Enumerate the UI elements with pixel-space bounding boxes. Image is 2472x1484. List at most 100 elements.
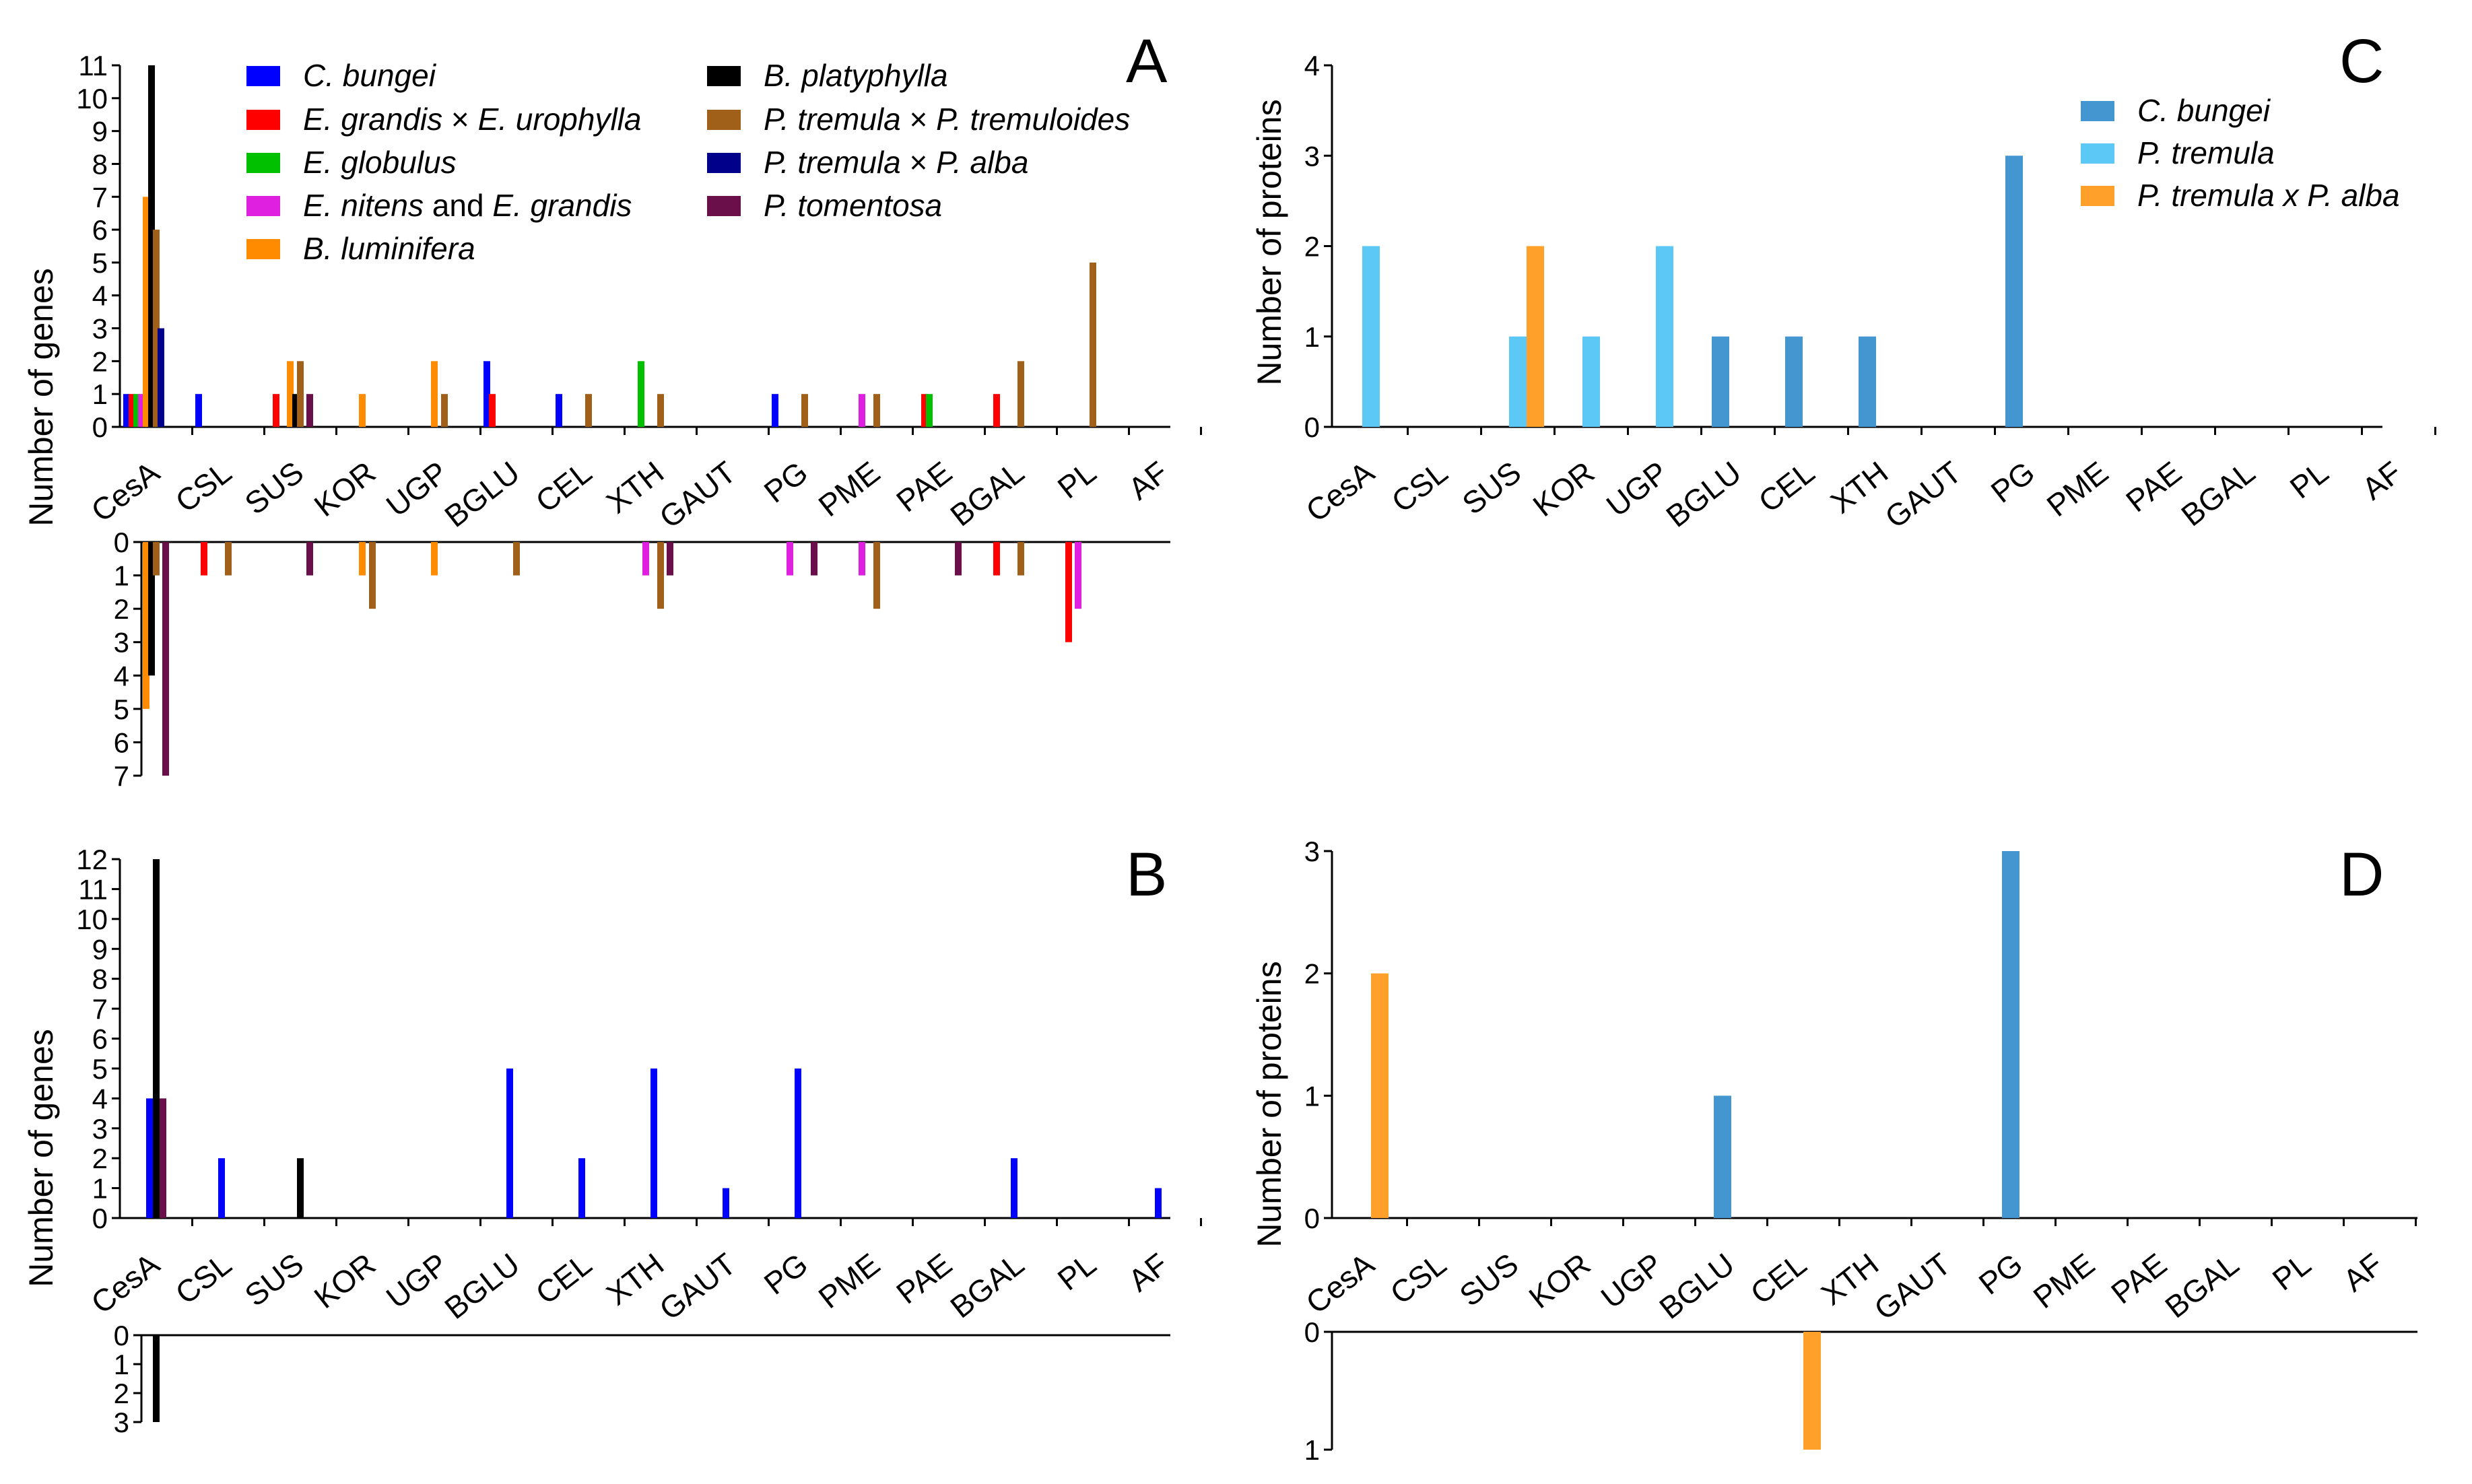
panel-a-category-label-sus: SUS	[238, 454, 310, 521]
panel-c-category-label-csl: CSL	[1385, 454, 1455, 519]
panel-a-legend-text-part: ×	[901, 102, 936, 137]
panel-a-down-bar-p-tremula-p-tremuloides-kor	[369, 542, 376, 609]
panel-d-bar-c-bungei-pg	[2002, 851, 2019, 1218]
panel-a-down-bar-p-tremula-p-tremuloides-bgal	[1017, 542, 1024, 576]
panel-d-category-label-cesa: CesA	[1300, 1246, 1381, 1320]
panel-c-y-tick-label: 0	[1304, 411, 1320, 443]
panel-c-letter: C	[2339, 27, 2384, 96]
panel-b-y-tick-label: 6	[92, 1023, 108, 1055]
panel-a-bar-e-grandis-e-urophylla-pae	[921, 394, 928, 427]
panel-c-legend-swatch-p-tremula	[2081, 143, 2114, 164]
panel-c-category-label-bgal: BGAL	[2174, 454, 2261, 533]
panel-d-category-label-cel: CEL	[1744, 1246, 1813, 1311]
panel-c-legend-swatch-p-tremula-x-p-alba	[2081, 186, 2114, 206]
panel-b-y-tick-label: 11	[78, 873, 108, 905]
panel-a-legend-swatch-p-tremula-p-alba	[707, 153, 741, 173]
panel-a-y-tick-label: 9	[92, 116, 108, 147]
panel-c-y-tick-label: 4	[1304, 50, 1320, 81]
panel-a-letter: A	[1126, 27, 1168, 96]
panel-a-legend-label-p-tomentosa: P. tomentosa	[764, 188, 942, 223]
panel-a-bar-c-bungei-cel	[556, 394, 562, 427]
panel-c-bar-p-tremula-sus	[1509, 336, 1527, 427]
panel-a-category-label-csl: CSL	[169, 454, 238, 519]
panel-a-category-label-pg: PG	[758, 454, 814, 510]
panel-a-legend-label-e-globulus: E. globulus	[303, 145, 457, 180]
panel-b-letter: B	[1126, 840, 1167, 909]
panel-a-legend-text-part: E. grandis	[492, 188, 632, 223]
panel-b-category-label-af: AF	[1122, 1246, 1174, 1298]
panel-b-category-label-pme: PME	[812, 1246, 887, 1315]
panel-a-bar-p-tremula-p-tremuloides-ugp	[441, 394, 448, 427]
panel-d-y-axis-label: Number of proteins	[1250, 961, 1288, 1247]
panel-a-down-bar-e-grandis-e-urophylla-bgal	[993, 542, 1000, 576]
panel-b-bar-p-tomentosa-cesa	[160, 1098, 166, 1218]
panel-a-legend-swatch-b-luminifera	[246, 239, 280, 259]
panel-a-down-bar-e-grandis-e-urophylla-pl	[1065, 542, 1072, 642]
panel-a-y-tick-label: 8	[92, 148, 108, 180]
panel-c-bar-p-tremula-cesa	[1362, 246, 1380, 427]
panel-a-y-axis-label: Number of genes	[22, 268, 60, 527]
panel-a-y-tick-label: 2	[114, 593, 129, 625]
panel-a-legend-swatch-p-tremula-p-tremuloides	[707, 110, 741, 130]
panel-d-category-label-kor: KOR	[1523, 1246, 1597, 1315]
panel-b-bar-c-bungei-pg	[795, 1068, 801, 1218]
panel-b-y-tick-label: 12	[76, 844, 108, 875]
panel-a-y-tick-label: 3	[114, 627, 129, 659]
panel-a-y-tick-label: 2	[92, 345, 108, 377]
panel-a-category-label-cesa: CesA	[85, 454, 166, 529]
panel-a-y-tick-label: 6	[92, 214, 108, 246]
panel-a-legend-label-e-nitens-and-e-grandis: E. nitens and E. grandis	[303, 188, 632, 223]
panel-a-legend-swatch-p-tomentosa	[707, 196, 741, 216]
panel-c-category-label-kor: KOR	[1527, 454, 1601, 523]
panel-b-bar-c-bungei-bgal	[1011, 1158, 1017, 1218]
panel-b-category-label-gaut: GAUT	[653, 1246, 742, 1327]
panel-a-bar-b-platyphylla-sus	[292, 394, 299, 427]
panel-a-y-tick-label: 11	[78, 50, 108, 81]
panel-d-category-label-bgal: BGAL	[2158, 1246, 2245, 1325]
panel-a-down-bar-p-tremula-p-tremuloides-xth	[657, 542, 664, 609]
panel-b-category-label-bglu: BGLU	[438, 1246, 526, 1326]
panel-a-legend-text-part: E. nitens	[303, 188, 424, 223]
panel-c-legend-label-p-tremula-x-p-alba: P. tremula x P. alba	[2137, 178, 2400, 213]
panel-d-category-label-csl: CSL	[1384, 1246, 1453, 1311]
panel-a-legend-label-p-tremula-p-tremuloides: P. tremula × P. tremuloides	[764, 102, 1130, 137]
panel-a-legend-label-b-luminifera: B. luminifera	[303, 231, 475, 266]
panel-c-category-label-pg: PG	[1984, 454, 2041, 510]
panel-d-category-label-gaut: GAUT	[1867, 1246, 1957, 1327]
panel-c-category-label-cesa: CesA	[1300, 454, 1381, 529]
panel-c-bar-c-bungei-pg	[2005, 156, 2023, 427]
panel-b-bar-b-platyphylla-cesa	[153, 859, 160, 1218]
panel-c-bar-c-bungei-cel	[1785, 336, 1803, 427]
panel-a-legend-label-p-tremula-p-alba: P. tremula × P. alba	[764, 145, 1028, 180]
panel-d-category-label-bglu: BGLU	[1652, 1246, 1741, 1326]
panel-b-category-label-pl: PL	[1051, 1246, 1102, 1297]
panel-a-bar-b-platyphylla-cesa	[148, 65, 155, 427]
panel-b-y-tick-label: 5	[92, 1053, 108, 1085]
panel-a-bar-e-grandis-e-urophylla-bgal	[993, 394, 1000, 427]
panel-a-category-label-pme: PME	[812, 454, 887, 523]
panel-d-down-bar-p-tremula-x-p-alba-cel	[1803, 1332, 1821, 1450]
panel-a-legend-text-part: E. grandis	[303, 102, 442, 137]
panel-a-down-bar-b-luminifera-ugp	[431, 542, 438, 576]
panel-c-category-label-af: AF	[2356, 454, 2408, 506]
panel-a-bar-c-bungei-csl	[195, 394, 202, 427]
panel-a-bar-p-tomentosa-sus	[306, 394, 313, 427]
panel-a-down-bar-e-nitens-and-e-grandis-pme	[859, 542, 865, 576]
panel-a-legend-text-part: P. alba	[936, 145, 1028, 180]
panel-a-category-label-cel: CEL	[529, 454, 599, 519]
panel-a-down-bar-e-grandis-e-urophylla-csl	[201, 542, 207, 576]
panel-c-bar-p-tremula-ugp	[1656, 246, 1673, 427]
panel-a-category-label-bgal: BGAL	[943, 454, 1030, 533]
panel-b-bar-c-bungei-gaut	[723, 1188, 729, 1218]
panel-d-y-tick-label: 0	[1304, 1203, 1320, 1234]
panel-d-bar-c-bungei-bglu	[1714, 1095, 1731, 1218]
panel-b-y-tick-label: 2	[114, 1378, 129, 1409]
panel-b-y-tick-label: 0	[114, 1320, 129, 1351]
panel-d-category-label-sus: SUS	[1453, 1246, 1525, 1313]
panel-a-legend-text-part: P. tremuloides	[936, 102, 1130, 137]
panel-a-bar-e-nitens-and-e-grandis-pme	[859, 394, 865, 427]
panel-b-bar-c-bungei-bglu	[506, 1068, 513, 1218]
